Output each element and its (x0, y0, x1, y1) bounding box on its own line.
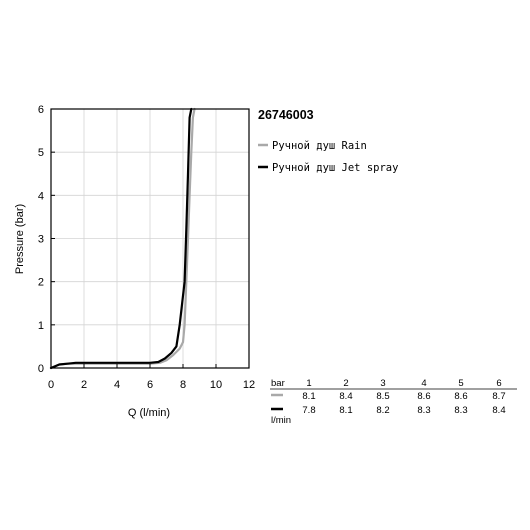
table-cell: 8.2 (376, 405, 389, 416)
x-tick-label: 8 (180, 379, 186, 391)
y-axis-label: Pressure (bar) (14, 204, 26, 274)
series-lines (49, 107, 196, 370)
flow-table: bar 1 2 3 4 5 6 8.1 8.4 8.5 8.6 8.6 8.7 7.8 8.1 8.2 8.3 8… (270, 378, 517, 426)
table-cell: 7.8 (302, 405, 315, 416)
table-cell: 8.6 (417, 391, 430, 402)
table-cell: 8.5 (376, 391, 389, 402)
table-pressure-label: 2 (343, 378, 348, 389)
y-tick-label: 4 (38, 190, 44, 202)
legend: Ручной душ Rain Ручной душ Jet spray (258, 140, 398, 174)
table-pressure-label: 3 (380, 378, 385, 389)
x-tick-label: 6 (147, 379, 153, 391)
table-flow-unit: l/min (271, 415, 291, 426)
table-pressure-label: 1 (306, 378, 311, 389)
table-cell: 8.6 (454, 391, 467, 402)
table-cell: 8.7 (492, 391, 505, 402)
table-header-unit: bar (271, 378, 285, 389)
y-tick-label: 3 (38, 234, 44, 246)
legend-label-1: Ручной душ Rain (272, 140, 367, 152)
y-tick-label: 5 (38, 147, 44, 159)
y-tick-label: 0 (38, 363, 44, 375)
x-tick-label: 12 (243, 379, 255, 391)
y-tick-label: 6 (38, 104, 44, 116)
table-cell: 8.4 (492, 405, 505, 416)
table-pressure-label: 6 (496, 378, 501, 389)
series-line-2 (49, 107, 193, 370)
table-pressure-label: 5 (458, 378, 463, 389)
legend-label-2: Ручной душ Jet spray (272, 162, 398, 174)
table-cell: 8.3 (454, 405, 467, 416)
x-tick-label: 10 (210, 379, 222, 391)
x-tick-label: 2 (81, 379, 87, 391)
table-cell: 8.4 (339, 391, 352, 402)
y-tick-label: 2 (38, 277, 44, 289)
table-cell: 8.1 (302, 391, 315, 402)
table-pressure-label: 4 (421, 378, 426, 389)
x-tick-label: 0 (48, 379, 54, 391)
y-tick-label: 1 (38, 320, 44, 332)
chart-title: 26746003 (258, 108, 314, 122)
x-tick-label: 4 (114, 379, 120, 391)
x-axis-label: Q (l/min) (128, 407, 170, 419)
table-cell: 8.3 (417, 405, 430, 416)
grid-lines (51, 109, 249, 368)
table-cell: 8.1 (339, 405, 352, 416)
